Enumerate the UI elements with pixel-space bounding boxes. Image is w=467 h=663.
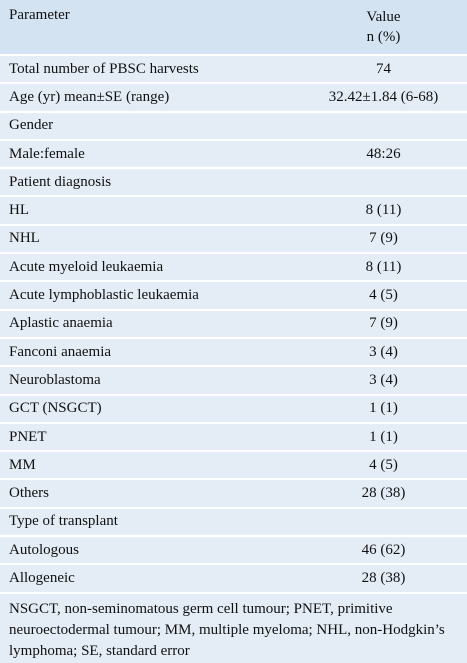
parameter-cell: Aplastic anaemia (9, 315, 113, 332)
value-cell: 74 (376, 60, 391, 77)
parameter-cell: Fanconi anaemia (9, 343, 112, 360)
table-row: Allogeneic 28 (38) (0, 565, 467, 594)
value-cell: 3 (4) (369, 343, 398, 360)
value-cell: 28 (38) (361, 485, 406, 502)
parameter-cell: Total number of PBSC harvests (9, 60, 199, 77)
table-row: PNET 1 (1) (0, 424, 467, 453)
value-cell: 28 (38) (361, 569, 406, 586)
value-cell: 46 (62) (361, 541, 406, 558)
parameter-cell: MM (9, 456, 36, 473)
value-cell: 32.42±1.84 (6-68) (328, 88, 439, 105)
table-row: Neuroblastoma 3 (4) (0, 367, 467, 396)
table-row: Aplastic anaemia 7 (9) (0, 311, 467, 339)
value-cell: 4 (5) (369, 287, 398, 304)
table-row: Fanconi anaemia 3 (4) (0, 339, 467, 368)
table-row: Age (yr) mean±SE (range) 32.42±1.84 (6-68… (0, 84, 467, 113)
parameter-cell: NHL (9, 230, 40, 247)
parameter-cell: GCT (NSGCT) (9, 400, 102, 417)
table-row: GCT (NSGCT) 1 (1) (0, 396, 467, 424)
table-row: Total number of PBSC harvests 74 (0, 56, 467, 85)
section-row: Type of transplant (0, 509, 467, 538)
footnote: NSGCT, non-seminomatous germ cell tumour… (9, 600, 445, 659)
table-row: Male:female 48:26 (0, 141, 467, 170)
value-cell: 3 (4) (369, 371, 398, 388)
table-body: Total number of PBSC harvests 74 Age (yr) … (0, 56, 467, 594)
parameter-cell: Others (9, 485, 49, 502)
parameter-cell: Age (yr) mean±SE (range) (9, 88, 170, 105)
value-cell: 7 (9) (369, 230, 398, 247)
table-row: HL 8 (11) (0, 197, 467, 226)
parameter-cell: HL (9, 202, 29, 219)
parameter-cell: Allogeneic (9, 569, 75, 586)
table-row: Acute lymphoblastic leukaemia 4 (5) (0, 282, 467, 311)
parameter-cell: Patient diagnosis (9, 173, 112, 190)
value-cell: 48:26 (366, 145, 401, 162)
value-cell: 8 (11) (365, 202, 402, 219)
value-cell: 8 (11) (365, 258, 402, 275)
table-row: Others 28 (38) (0, 480, 467, 509)
parameter-cell: Autologous (9, 541, 80, 558)
table-header: Parameter Value n (%) (0, 0, 467, 56)
parameter-cell: Male:female (9, 145, 85, 162)
value-cell: 4 (5) (369, 456, 398, 473)
value-cell: 7 (9) (369, 315, 398, 332)
parameter-cell: Gender (9, 117, 54, 134)
parameter-cell: Neuroblastoma (9, 371, 101, 388)
table-row: Autologous 46 (62) (0, 537, 467, 566)
section-row: Patient diagnosis (0, 169, 467, 198)
header-line: Value (366, 9, 401, 25)
parameter-cell: PNET (9, 428, 47, 445)
value-cell: 1 (1) (369, 400, 398, 417)
table-row: MM 4 (5) (0, 452, 467, 481)
parameter-cell: Acute myeloid leukaemia (9, 258, 164, 275)
header-line: n (%) (366, 29, 401, 45)
table-row: Acute myeloid leukaemia 8 (11) (0, 254, 467, 283)
header-cell: Value n (%) (300, 0, 467, 54)
table-row: NHL 7 (9) (0, 226, 467, 255)
value-cell: 1 (1) (369, 428, 398, 445)
parameter-cell: Type of transplant (9, 513, 118, 530)
header-cell: Parameter (9, 7, 70, 23)
parameter-cell: Acute lymphoblastic leukaemia (9, 287, 199, 304)
section-row: Gender (0, 113, 467, 141)
